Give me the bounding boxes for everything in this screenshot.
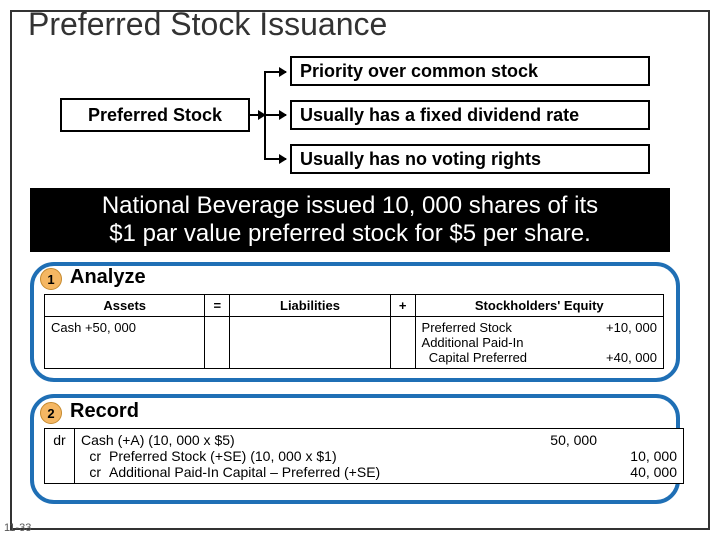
analyze-header-liab: Liabilities [230, 295, 390, 317]
analyze-eq-cell [205, 317, 230, 369]
analyze-equity-cell: Preferred Stock +10, 000 Additional Paid… [415, 317, 663, 369]
step-1-circle: 1 [40, 268, 62, 290]
slide-title: Preferred Stock Issuance [28, 6, 387, 43]
analyze-header-equity: Stockholders' Equity [415, 295, 663, 317]
example-banner: National Beverage issued 10, 000 shares … [30, 188, 670, 252]
analyze-assets-cell: Cash +50, 000 [45, 317, 205, 369]
feature-box-2: Usually has a fixed dividend rate [290, 100, 650, 130]
record-line2: Preferred Stock (+SE) (10, 000 x $1) [109, 448, 597, 464]
record-val1: 50, 000 [517, 432, 597, 448]
record-val3: 40, 000 [597, 464, 677, 480]
record-cr2: cr [81, 464, 109, 480]
equity-val1: +10, 000 [606, 320, 657, 335]
equity-line3: Capital Preferred [422, 350, 528, 365]
feature-2-text: Usually has a fixed dividend rate [300, 105, 579, 126]
banner-line-1: National Beverage issued 10, 000 shares … [42, 192, 658, 220]
arrow-stub [250, 114, 265, 116]
slide-number: 11-33 [4, 522, 31, 534]
record-table: dr Cash (+A) (10, 000 x $5) 50, 000 cr P… [44, 428, 684, 484]
equity-val3: +40, 000 [606, 350, 657, 365]
banner-line-2: $1 par value preferred stock for $5 per … [42, 220, 658, 248]
step-1-num: 1 [47, 272, 54, 287]
arrow-2 [264, 114, 286, 116]
analyze-plus-cell [390, 317, 415, 369]
analyze-header-eq: = [205, 295, 230, 317]
step-2-label: Record [70, 400, 139, 423]
feature-3-text: Usually has no voting rights [300, 149, 541, 170]
record-val2: 10, 000 [597, 448, 677, 464]
preferred-stock-label: Preferred Stock [88, 105, 222, 126]
record-body: Cash (+A) (10, 000 x $5) 50, 000 cr Pref… [75, 429, 684, 484]
record-dr: dr [45, 429, 75, 484]
record-line3: Additional Paid-In Capital – Preferred (… [109, 464, 597, 480]
feature-box-3: Usually has no voting rights [290, 144, 650, 174]
analyze-header-assets: Assets [45, 295, 205, 317]
analyze-table: Assets = Liabilities + Stockholders' Equ… [44, 294, 664, 369]
feature-1-text: Priority over common stock [300, 61, 538, 82]
step-1-label: Analyze [70, 266, 146, 289]
analyze-header-plus: + [390, 295, 415, 317]
analyze-liab-cell [230, 317, 390, 369]
equity-line1: Preferred Stock [422, 320, 512, 335]
feature-box-1: Priority over common stock [290, 56, 650, 86]
arrow-3 [264, 158, 286, 160]
equity-line2: Additional Paid-In [422, 335, 657, 350]
preferred-stock-box: Preferred Stock [60, 98, 250, 132]
step-2-num: 2 [47, 406, 54, 421]
record-line1: Cash (+A) (10, 000 x $5) [81, 432, 517, 448]
arrow-1 [264, 71, 286, 73]
record-cr1: cr [81, 448, 109, 464]
step-2-circle: 2 [40, 402, 62, 424]
